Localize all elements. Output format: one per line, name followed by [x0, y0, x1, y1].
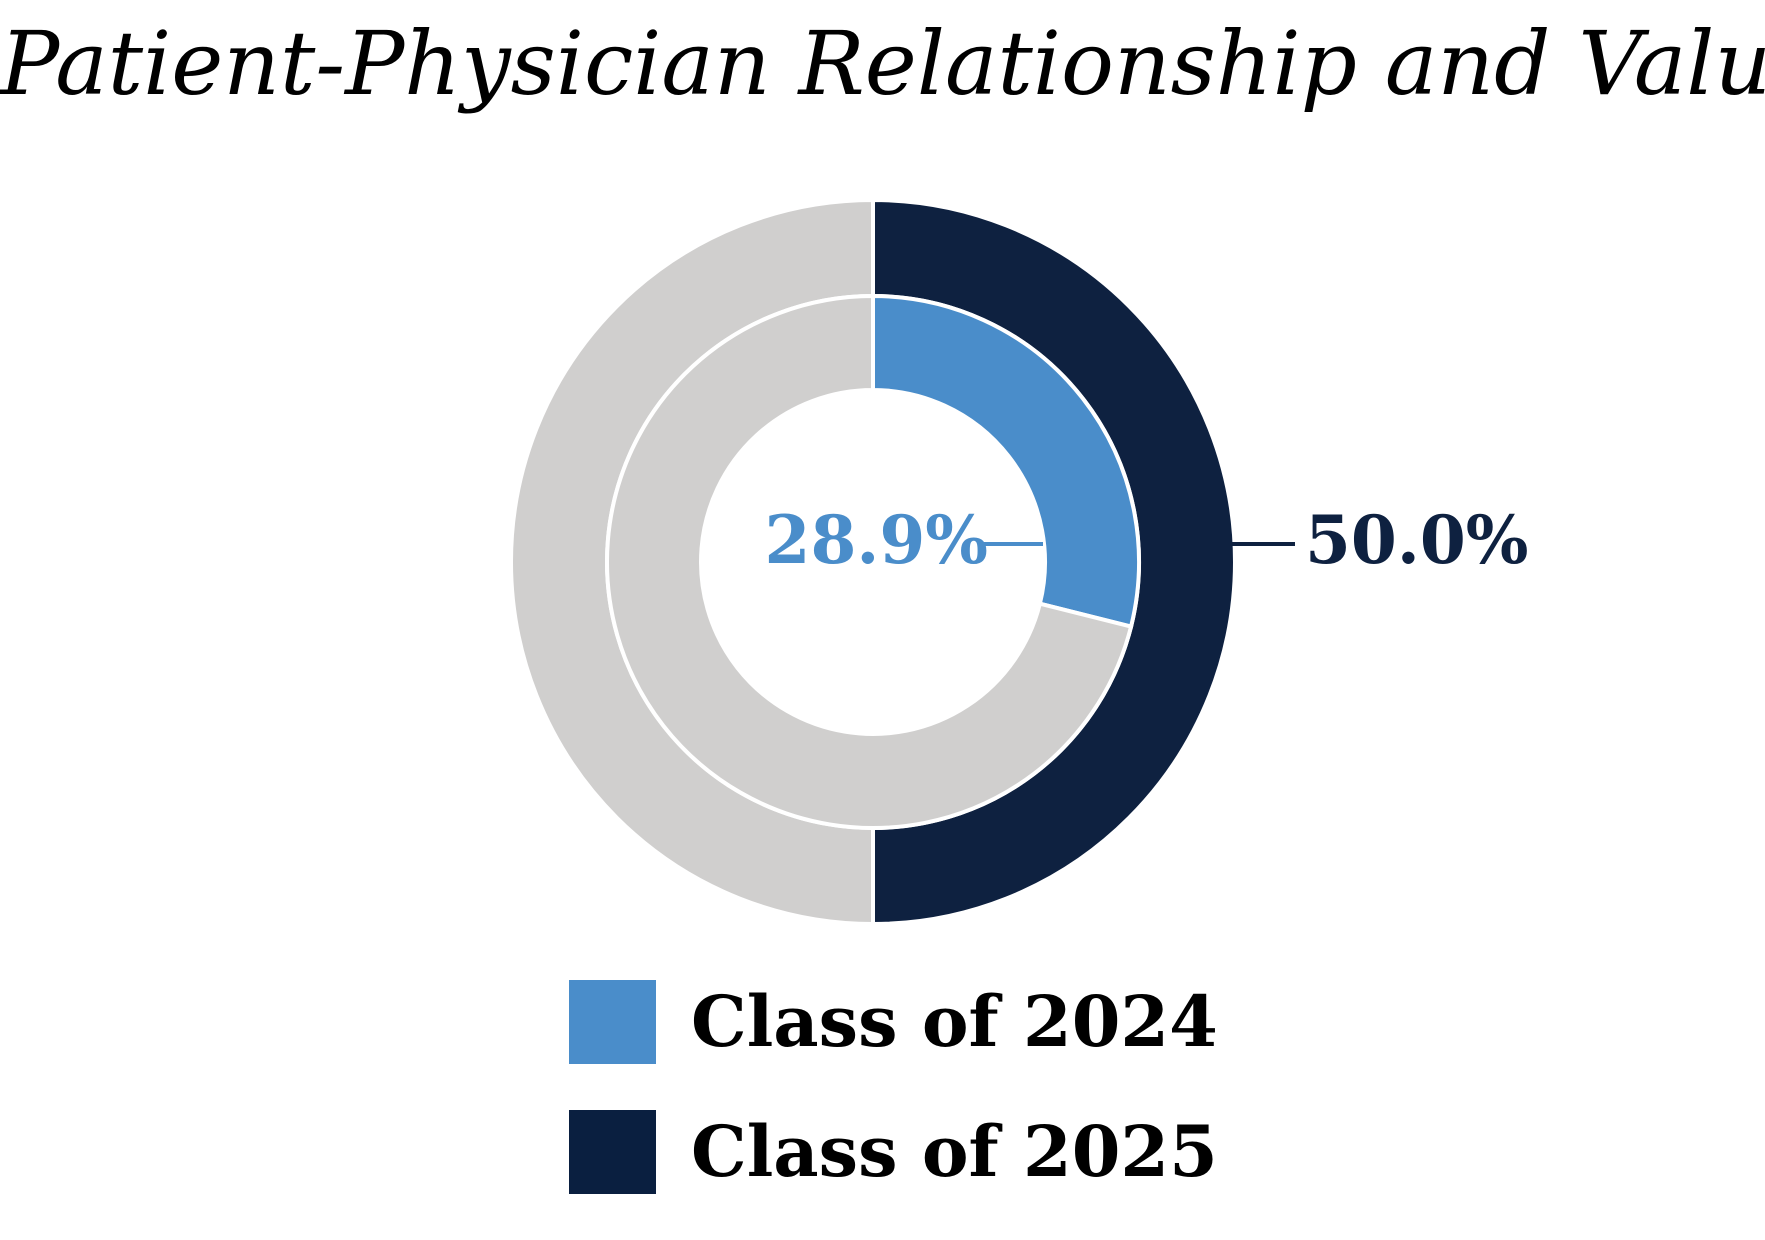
slice-class-of-2024-remainder: [604, 293, 1134, 830]
chart-title: Patient-Physician Relationship and Value: [0, 12, 1765, 115]
data-label-class-of-2025: 50.0%: [1305, 501, 1528, 579]
legend-swatch-class-of-2024: [569, 980, 656, 1064]
slice-class-of-2024: [871, 293, 1141, 629]
legend-swatch-class-of-2025: [569, 1110, 656, 1194]
legend-label-class-of-2025: Class of 2025: [691, 1110, 1218, 1193]
donut-chart: 28.9% 50.0%: [510, 200, 1529, 924]
legend-label-class-of-2024: Class of 2024: [691, 980, 1218, 1063]
data-label-class-of-2024: 28.9%: [765, 501, 988, 579]
